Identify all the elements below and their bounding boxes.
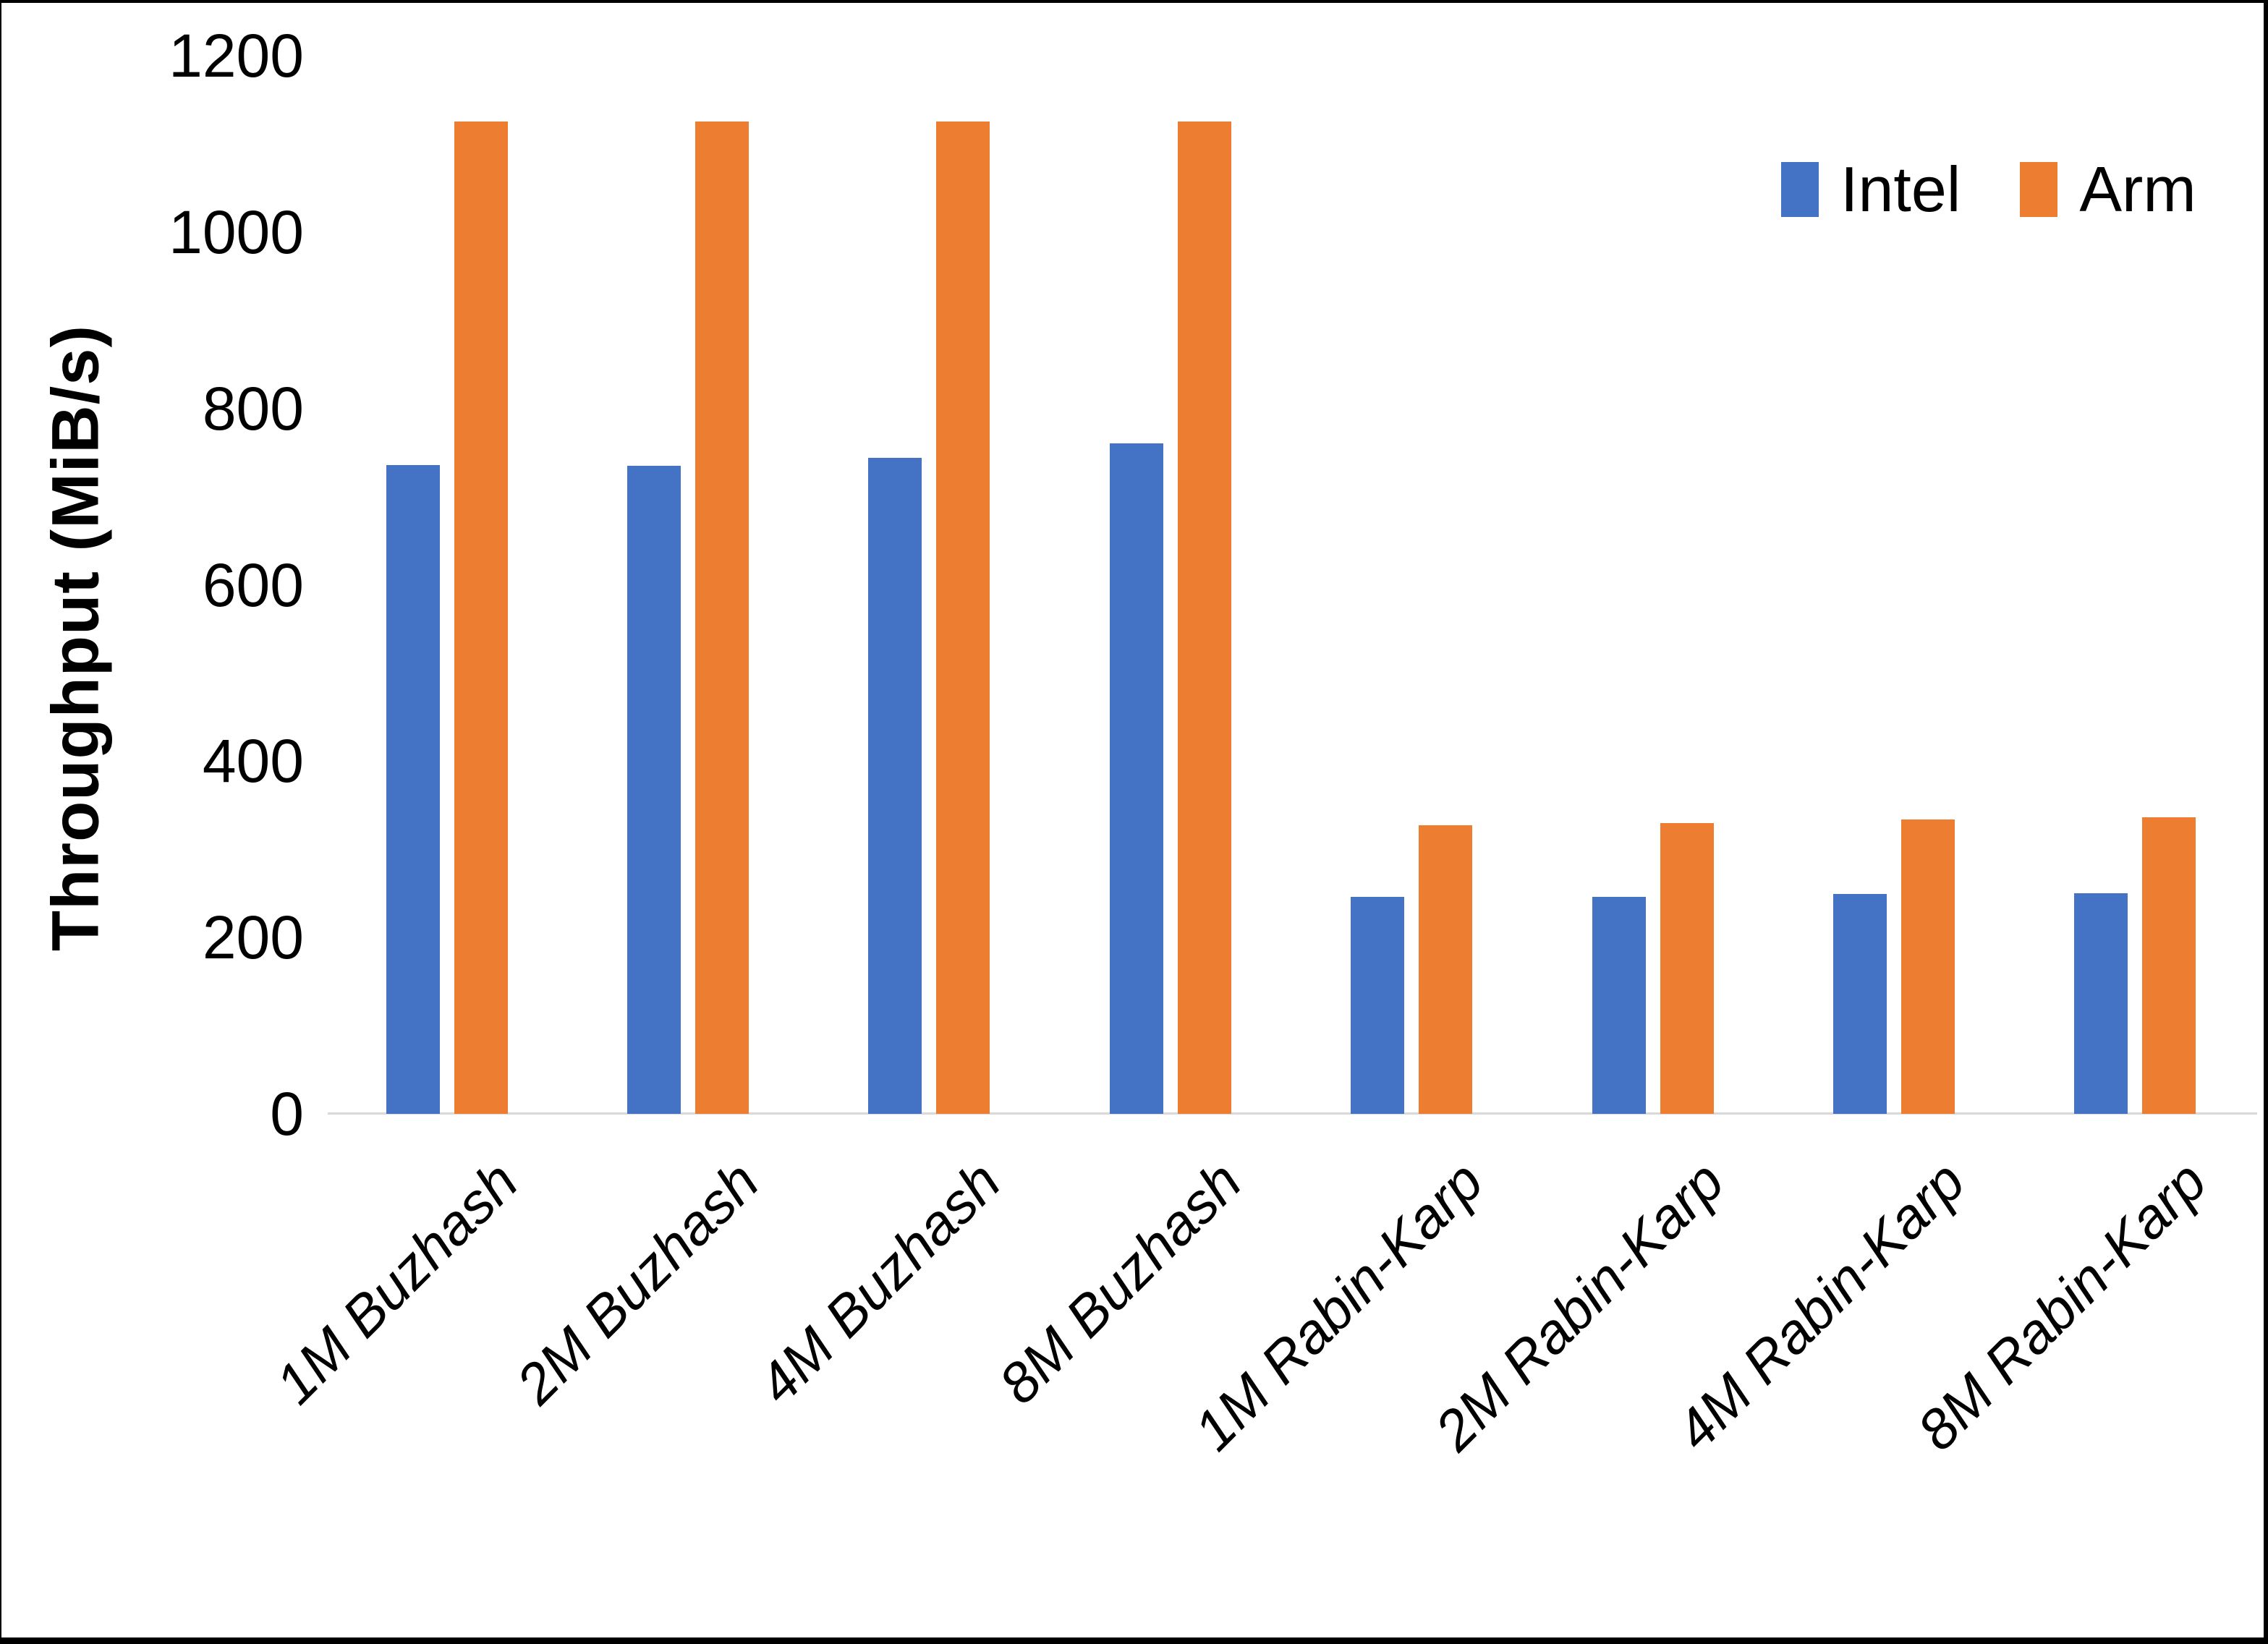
x-tick-label-2m-buzhash: 2M Buzhash <box>504 1149 771 1416</box>
legend-item-intel: Intel <box>1781 158 1961 221</box>
bar-arm-1m-buzhash <box>454 122 508 1114</box>
legend-label-intel: Intel <box>1840 153 1961 225</box>
y-tick-label-600: 600 <box>202 550 304 619</box>
x-tick-label-4m-buzhash: 4M Buzhash <box>745 1149 1013 1416</box>
x-axis-line <box>328 1112 2257 1115</box>
bar-arm-2m-rabin-karp <box>1660 822 1714 1114</box>
frame-border-bottom <box>0 1637 2268 1644</box>
bar-intel-1m-buzhash <box>386 464 440 1114</box>
bar-intel-2m-rabin-karp <box>1592 897 1646 1114</box>
legend-label-arm: Arm <box>2079 153 2196 225</box>
legend-item-arm: Arm <box>2020 158 2196 221</box>
bar-arm-4m-buzhash <box>936 122 990 1114</box>
y-tick-label-0: 0 <box>270 1080 304 1148</box>
y-tick-label-400: 400 <box>202 727 304 796</box>
bar-arm-1m-rabin-karp <box>1419 825 1473 1114</box>
bar-arm-4m-rabin-karp <box>1900 819 1955 1114</box>
bar-arm-8m-rabin-karp <box>2142 817 2196 1114</box>
bar-arm-8m-buzhash <box>1177 122 1231 1114</box>
y-tick-label-1000: 1000 <box>169 197 304 266</box>
y-tick-label-800: 800 <box>202 374 304 443</box>
bar-intel-1m-rabin-karp <box>1351 897 1405 1114</box>
frame-border-right <box>2264 0 2268 1644</box>
bar-intel-8m-buzhash <box>1109 443 1163 1114</box>
y-tick-label-200: 200 <box>202 903 304 972</box>
legend-swatch-intel <box>1781 162 1819 217</box>
bar-intel-4m-buzhash <box>868 457 922 1114</box>
bar-intel-2m-buzhash <box>627 465 681 1114</box>
frame-border-top <box>0 0 2268 3</box>
bar-intel-8m-rabin-karp <box>2074 893 2128 1114</box>
x-tick-label-1m-buzhash: 1M Buzhash <box>263 1149 530 1416</box>
bar-arm-2m-buzhash <box>695 122 749 1114</box>
frame-border-left <box>0 0 1 1644</box>
x-tick-label-8m-buzhash: 8M Buzhash <box>986 1149 1254 1416</box>
y-tick-label-1200: 1200 <box>169 22 304 90</box>
legend-swatch-arm <box>2020 162 2058 217</box>
bar-intel-4m-rabin-karp <box>1832 894 1887 1114</box>
legend: Intel Arm <box>1781 158 2196 221</box>
